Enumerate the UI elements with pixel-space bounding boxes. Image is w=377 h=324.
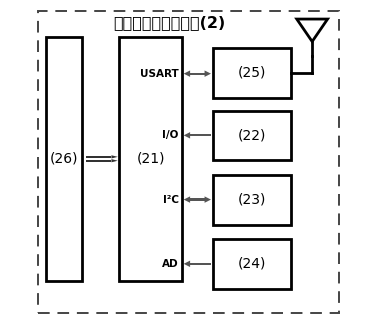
Text: (24): (24) xyxy=(238,257,266,271)
Text: (22): (22) xyxy=(238,129,266,143)
Bar xyxy=(190,134,211,136)
Text: I/O: I/O xyxy=(162,130,179,140)
Text: (26): (26) xyxy=(50,152,78,166)
Polygon shape xyxy=(184,70,190,77)
Polygon shape xyxy=(112,159,118,162)
Polygon shape xyxy=(205,196,211,203)
Bar xyxy=(190,263,211,265)
Text: (21): (21) xyxy=(136,152,165,166)
Bar xyxy=(213,175,291,225)
Bar xyxy=(213,239,291,289)
Text: (23): (23) xyxy=(238,193,266,207)
Text: (25): (25) xyxy=(238,66,266,80)
Bar xyxy=(86,160,112,162)
Polygon shape xyxy=(297,19,328,41)
Bar xyxy=(213,48,291,98)
Text: AD: AD xyxy=(162,259,179,269)
Bar xyxy=(120,37,182,281)
Bar xyxy=(213,110,291,160)
Polygon shape xyxy=(205,70,211,77)
Polygon shape xyxy=(112,155,118,158)
Bar xyxy=(190,73,205,75)
Text: 环境参数测量从节点(2): 环境参数测量从节点(2) xyxy=(113,15,225,30)
Bar xyxy=(46,37,83,281)
Text: USART: USART xyxy=(140,69,179,79)
Bar xyxy=(190,199,205,201)
Polygon shape xyxy=(184,132,190,139)
Bar xyxy=(86,156,112,158)
Polygon shape xyxy=(184,260,190,267)
Text: I²C: I²C xyxy=(163,195,179,204)
Polygon shape xyxy=(184,196,190,203)
